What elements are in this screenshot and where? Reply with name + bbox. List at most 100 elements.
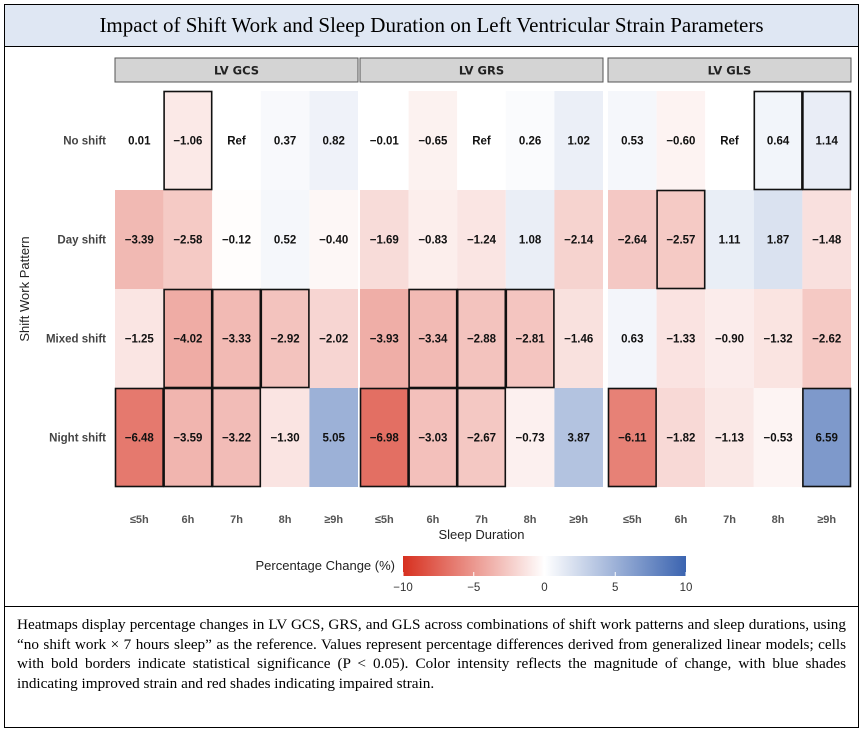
cell-value-label: −3.93 — [370, 334, 399, 346]
heatmap-cell — [163, 91, 213, 190]
heatmap-cell — [260, 289, 310, 388]
cell-value-label: −1.30 — [271, 433, 300, 445]
cell-value-label: −0.40 — [319, 235, 348, 247]
x-tick-label: ≤5h — [623, 514, 642, 526]
facet-strip — [114, 57, 359, 83]
heatmap-cell — [163, 190, 213, 289]
heatmap-cell — [309, 91, 358, 190]
legend-tick-label: 0 — [541, 582, 547, 594]
significant-cell-border — [607, 387, 657, 488]
significant-cell-border — [753, 90, 803, 191]
heatmap-cell — [608, 388, 657, 487]
significant-cell-border — [802, 387, 852, 488]
cell-value-label: −1.69 — [370, 235, 399, 247]
heatmap-cell — [656, 388, 706, 487]
heatmap-cell — [705, 91, 754, 190]
significant-cell-border — [456, 387, 507, 488]
cell-value-label: −1.33 — [666, 334, 695, 346]
heatmap-cell — [115, 289, 164, 388]
cell-value-label: 0.63 — [621, 334, 643, 346]
cell-value-label: 1.02 — [568, 136, 590, 148]
cell-value-label: −2.88 — [467, 334, 497, 346]
heatmap-cell — [309, 388, 358, 487]
cell-value-label: −3.22 — [222, 433, 251, 445]
heatmap-cell — [212, 289, 261, 388]
cell-value-label: 1.11 — [719, 235, 741, 247]
heatmap-cell — [408, 388, 458, 487]
significant-cell-border — [359, 387, 409, 488]
cell-value-label: −3.03 — [418, 433, 447, 445]
cell-value-label: −3.34 — [418, 334, 448, 346]
cell-value-label: −0.53 — [764, 433, 793, 445]
significant-cell-border — [163, 90, 213, 191]
cell-value-label: −2.92 — [271, 334, 300, 346]
significant-cell-border — [505, 288, 555, 389]
heatmap-cell — [802, 388, 851, 487]
legend-tick-label: 10 — [680, 582, 693, 594]
cell-value-label: −0.12 — [222, 235, 251, 247]
significant-cell-border — [163, 387, 213, 488]
figure-title: Impact of Shift Work and Sleep Duration … — [99, 13, 764, 37]
cell-value-label: −1.24 — [467, 235, 497, 247]
cell-value-label: −2.14 — [564, 235, 594, 247]
x-tick-label: 7h — [723, 514, 736, 526]
significant-cell-border — [802, 90, 852, 191]
heatmap-cell — [457, 190, 506, 289]
significant-cell-border — [656, 189, 706, 290]
cell-value-label: −6.98 — [370, 433, 400, 445]
cell-value-label: −1.48 — [812, 235, 842, 247]
heatmap-cell — [115, 190, 164, 289]
cell-value-label: 0.82 — [323, 136, 345, 148]
y-tick-label: No shift — [63, 136, 106, 148]
x-tick-label: 8h — [279, 514, 292, 526]
heatmap-cell — [408, 289, 458, 388]
x-tick-label: ≤5h — [375, 514, 394, 526]
heatmap-cell — [753, 91, 803, 190]
cell-value-label: 0.64 — [767, 136, 790, 148]
cell-value-label: −1.25 — [125, 334, 155, 346]
y-tick-label: Night shift — [49, 433, 106, 445]
heatmap-cell — [608, 190, 657, 289]
cell-value-label: −1.46 — [564, 334, 593, 346]
cell-value-label: 3.87 — [568, 433, 590, 445]
cell-value-label: −1.82 — [666, 433, 695, 445]
heatmap-cell — [360, 91, 409, 190]
y-tick-label: Day shift — [57, 235, 106, 247]
title-bar: Impact of Shift Work and Sleep Duration … — [5, 5, 858, 47]
significant-cell-border — [260, 288, 310, 389]
cell-value-label: 0.53 — [621, 136, 643, 148]
heatmap-cell — [212, 190, 261, 289]
cell-value-label: −2.57 — [666, 235, 695, 247]
cell-value-label: −0.65 — [418, 136, 448, 148]
x-tick-label: ≥9h — [817, 514, 836, 526]
cell-value-label: −0.60 — [666, 136, 695, 148]
x-tick-label: 7h — [475, 514, 488, 526]
heatmap-cell — [753, 289, 803, 388]
heatmap-cell — [309, 190, 358, 289]
x-tick-label: 8h — [524, 514, 537, 526]
cell-value-label: −0.90 — [715, 334, 744, 346]
heatmap-cell — [457, 388, 506, 487]
cell-value-label: Ref — [227, 136, 246, 148]
x-tick-label: 6h — [674, 514, 687, 526]
heatmap-cell — [705, 190, 754, 289]
legend-tick-label: −10 — [393, 582, 413, 594]
significant-cell-border — [408, 387, 458, 488]
heatmap-cell — [554, 289, 603, 388]
cell-value-label: 0.37 — [274, 136, 296, 148]
cell-value-label: −3.59 — [173, 433, 202, 445]
heatmap-cell — [163, 388, 213, 487]
heatmap-cell — [705, 388, 754, 487]
cell-value-label: −2.67 — [467, 433, 496, 445]
heatmap-cell — [608, 289, 657, 388]
x-tick-label: 7h — [230, 514, 243, 526]
heatmap-cell — [505, 289, 555, 388]
y-tick-label: Mixed shift — [46, 334, 106, 346]
cell-value-label: −3.39 — [125, 235, 154, 247]
cell-value-label: 6.59 — [816, 433, 838, 445]
heatmap-cell — [115, 388, 164, 487]
cell-value-label: −6.11 — [618, 433, 647, 445]
cell-value-label: 0.52 — [274, 235, 296, 247]
significant-cell-border — [163, 288, 213, 389]
facet-label: LV GLS — [708, 64, 752, 78]
